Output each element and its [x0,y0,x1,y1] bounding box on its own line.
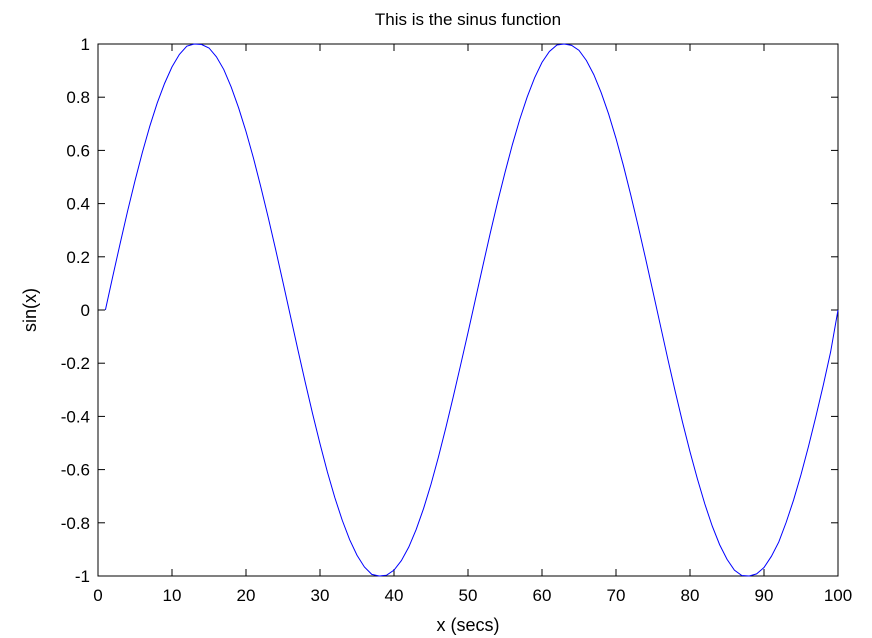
chart-title: This is the sinus function [375,10,561,29]
y-tick-label: 0.8 [66,88,90,107]
x-tick-label: 10 [163,586,182,605]
x-tick-label: 100 [824,586,852,605]
y-tick-label: 0.4 [66,195,90,214]
y-tick-label: 0.6 [66,141,90,160]
x-tick-label: 20 [237,586,256,605]
y-tick-label: -0.2 [61,354,90,373]
y-axis-ticks: -1 -0.8 -0.6 -0.4 -0.2 0 0.2 0.4 0.6 0.8 1 [61,35,838,586]
y-tick-label: 1 [81,35,90,54]
y-tick-label: -0.8 [61,514,90,533]
x-tick-label: 70 [607,586,626,605]
x-tick-label: 0 [93,586,102,605]
x-axis-ticks: 0 10 20 30 40 50 60 70 80 90 100 [93,44,852,605]
sine-series-line [104,43,839,577]
y-tick-label: 0.2 [66,248,90,267]
x-tick-label: 90 [755,586,774,605]
x-tick-label: 30 [311,586,330,605]
y-tick-label: -1 [75,567,90,586]
x-tick-label: 60 [533,586,552,605]
y-tick-label: -0.4 [61,407,90,426]
x-axis-title: x (secs) [437,615,500,635]
y-axis-title: sin(x) [20,288,40,332]
x-tick-label: 50 [459,586,478,605]
x-tick-label: 80 [681,586,700,605]
x-tick-label: 40 [385,586,404,605]
y-tick-label: 0 [81,301,90,320]
y-tick-label: -0.6 [61,461,90,480]
plot-area-frame [97,43,839,577]
